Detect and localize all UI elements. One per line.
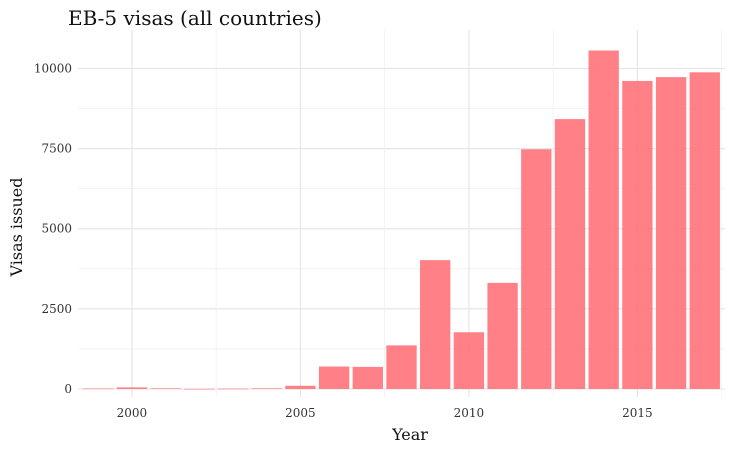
bar-2006 (318, 366, 350, 389)
y-tick-label: 10000 (34, 61, 72, 75)
bar-2002 (184, 388, 215, 390)
bar-2011 (487, 282, 518, 389)
bar-2015 (622, 80, 653, 389)
y-tick-label: 7500 (41, 142, 72, 156)
bar-2010 (453, 332, 485, 389)
bar-2009 (420, 260, 451, 389)
x-tick-labels: 2000 2005 2010 2015 (117, 406, 653, 420)
bar-2008 (386, 345, 417, 389)
bar-2001 (150, 388, 181, 389)
bar-layer (83, 50, 720, 390)
grid-layer (78, 30, 725, 397)
y-tick-labels: 0 2500 5000 7500 10000 (34, 61, 72, 396)
bar-1999 (83, 388, 114, 390)
y-axis-title: Visas issued (7, 178, 26, 278)
bar-2000 (116, 387, 148, 389)
y-tick-label: 0 (64, 382, 72, 396)
bar-2012 (521, 149, 552, 389)
bar-2005 (285, 385, 316, 389)
x-tick-label: 2000 (117, 406, 148, 420)
bar-2017 (689, 72, 720, 389)
bar-2016 (655, 77, 687, 389)
bar-2014 (588, 50, 619, 389)
chart-title: EB-5 visas (all countries) (68, 6, 322, 30)
bar-2007 (352, 366, 383, 389)
x-axis-title: Year (391, 425, 428, 444)
x-tick-label: 2015 (622, 406, 653, 420)
bar-2003 (217, 388, 249, 390)
bar-2013 (554, 119, 586, 389)
y-tick-label: 2500 (41, 302, 72, 316)
x-tick-label: 2010 (454, 406, 485, 420)
x-tick-label: 2005 (285, 406, 316, 420)
bar-2004 (251, 388, 282, 389)
y-tick-label: 5000 (41, 222, 72, 236)
